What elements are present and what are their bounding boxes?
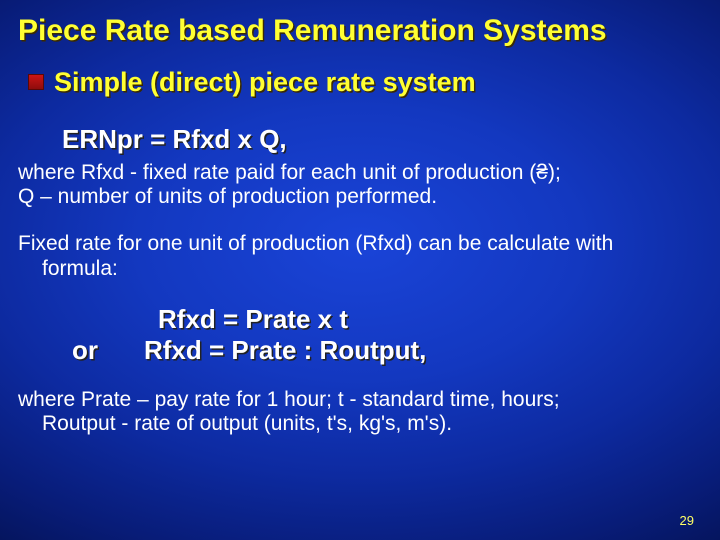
formula-rfxd-2: Rfxd = Prate : Routput,: [144, 335, 426, 366]
leadin-line1: Fixed rate for one unit of production (R…: [18, 232, 613, 255]
formula-rfxd-row2: or Rfxd = Prate : Routput,: [18, 335, 702, 366]
where-clause-2: where Prate – pay rate for 1 hour; t - s…: [18, 388, 702, 438]
where1-line2: Q – number of units of production perfor…: [18, 185, 437, 208]
where2-line1: where Prate – pay rate for 1 hour; t - s…: [18, 388, 560, 411]
square-bullet-icon: [28, 74, 44, 90]
slide-title: Piece Rate based Remuneration Systems: [18, 14, 702, 49]
or-label: or: [72, 335, 98, 366]
where1-line1: where Rfxd - fixed rate paid for each un…: [18, 161, 561, 184]
slide: Piece Rate based Remuneration Systems Si…: [0, 0, 720, 540]
bullet-label: Simple (direct) piece rate system: [54, 67, 476, 98]
lead-in-text: Fixed rate for one unit of production (R…: [18, 232, 702, 282]
formula-rfxd-block: Rfxd = Prate x t or Rfxd = Prate : Routp…: [18, 304, 702, 366]
where-clause-1: where Rfxd - fixed rate paid for each un…: [18, 161, 702, 211]
formula-rfxd-1: Rfxd = Prate x t: [158, 304, 702, 335]
bullet-item: Simple (direct) piece rate system: [28, 67, 702, 98]
formula-ernpr: ERNpr = Rfxd x Q,: [62, 124, 702, 155]
page-number: 29: [680, 513, 694, 528]
leadin-line2: formula:: [18, 257, 702, 282]
where2-line2: Routput - rate of output (units, t's, kg…: [18, 412, 702, 437]
